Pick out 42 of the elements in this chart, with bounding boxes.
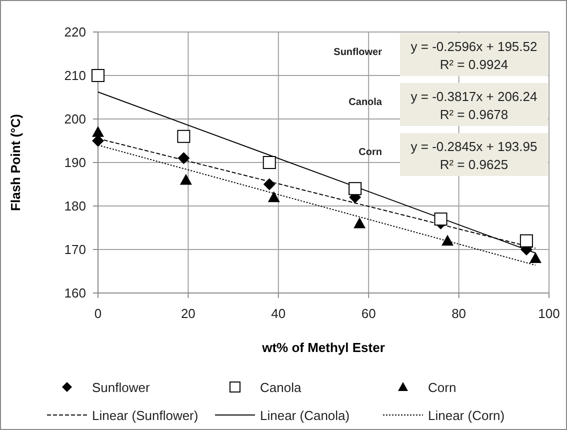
point (434, 212, 448, 226)
annotation: Canola (348, 97, 382, 108)
legend-label: Linear (Sunflower) (92, 408, 198, 423)
y-axis-title: Flash Point (°C) (8, 114, 23, 211)
legend-label: Canola (260, 380, 302, 395)
annotation: y = -0.2845x + 193.95 (410, 139, 538, 154)
legend-label: Linear (Corn) (428, 408, 505, 423)
annotation: y = -0.3817x + 206.24 (410, 89, 538, 104)
x-tick-label: 60 (361, 306, 376, 321)
point (354, 217, 366, 228)
annotation: R² = 0.9678 (440, 107, 508, 122)
y-tick-label: 210 (64, 68, 86, 83)
point (177, 130, 190, 143)
legend-label: Corn (428, 380, 456, 395)
annotation: Corn (358, 147, 382, 158)
point (520, 234, 533, 248)
y-tick-label: 200 (64, 112, 86, 126)
annotation: y = -0.2596x + 195.52 (410, 39, 538, 54)
y-tick-label: 160 (64, 286, 86, 300)
point (178, 152, 190, 164)
annotation: Sunflower (334, 47, 382, 58)
y-tick-label: 220 (64, 24, 86, 40)
x-tick-label: 0 (94, 306, 102, 321)
legend-label: Sunflower (92, 380, 150, 395)
point (442, 234, 454, 246)
y-tick-label: 190 (64, 155, 86, 170)
point (263, 178, 276, 190)
point (180, 174, 192, 185)
y-tick-label: 180 (64, 198, 86, 214)
y-tick-label: 170 (64, 242, 86, 257)
x-tick-label: 20 (180, 306, 196, 321)
x-tick-label: 100 (538, 306, 560, 321)
annotation: R² = 0.9625 (440, 157, 508, 172)
x-axis-title: wt% of Methyl Ester (261, 340, 385, 355)
legend-label: Linear (Canola) (260, 408, 350, 423)
annotation: R² = 0.9924 (440, 57, 508, 72)
point (92, 126, 104, 137)
x-tick-label: 80 (452, 306, 466, 321)
x-tick-label: 40 (271, 306, 286, 321)
point (529, 252, 542, 263)
point (268, 191, 280, 202)
point (348, 182, 362, 196)
